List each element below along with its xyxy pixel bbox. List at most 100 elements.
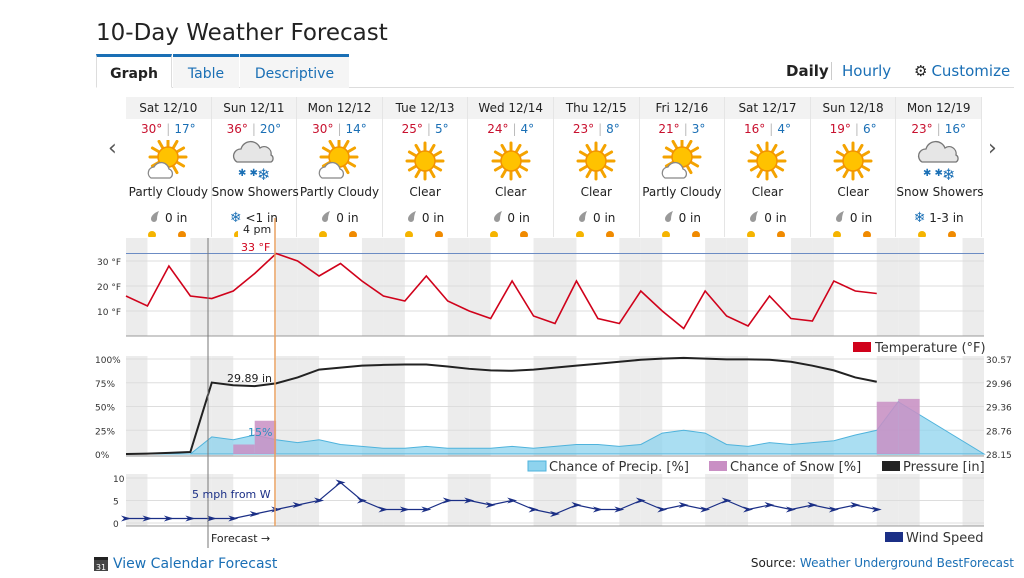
high-temp: 30°: [312, 122, 334, 136]
low-temp: 3°: [691, 122, 706, 136]
wind-direction-arrow: [571, 502, 582, 508]
snow-bar: [876, 401, 899, 454]
condition-label: Snow Showers: [211, 185, 299, 199]
snowflake-icon: ❄: [229, 210, 242, 226]
snow-icon: ✱ ✱ ❄: [896, 139, 981, 183]
precip-amount: ❄ 1-3 in: [896, 207, 981, 229]
day-temps: 24° | 4°: [487, 122, 535, 136]
condition-label: Partly Cloudy: [128, 185, 208, 199]
temp-tick-label: 10 °F: [97, 308, 121, 318]
wind-direction-arrow: [614, 506, 625, 513]
chevron-right-icon[interactable]: ›: [988, 136, 997, 161]
clear-icon: [383, 139, 468, 183]
precip-amount: 0 in: [383, 207, 468, 229]
wind-direction-arrow: [464, 497, 475, 504]
precip-amount: 0 in: [126, 207, 211, 229]
precip-value: 0 in: [593, 211, 616, 225]
low-temp: 6°: [862, 122, 877, 136]
snow-icon: ✱ ✱ ❄: [212, 139, 297, 183]
day-name: Tue 12/13: [382, 97, 468, 119]
chevron-left-icon[interactable]: ‹: [108, 136, 117, 161]
low-temp: 4°: [520, 122, 535, 136]
tab-table[interactable]: Table: [173, 54, 239, 88]
day-column: Mon 12/12 30° | 14° Partly Cloudy 0 in: [297, 97, 383, 237]
raindrop-icon: [748, 211, 760, 225]
cursor-wind-label: 5 mph from W: [192, 488, 271, 501]
daily-mode[interactable]: Daily: [786, 62, 829, 80]
svg-text:❄: ❄: [942, 165, 955, 182]
cursor-temp-label: 33 °F: [241, 241, 270, 254]
calendar-icon: 31: [94, 557, 108, 572]
wind-direction-arrow: [378, 506, 389, 513]
night-band: [126, 238, 148, 336]
day-name: Mon 12/19: [896, 97, 981, 119]
temperature-legend-label: Temperature (°F): [874, 341, 986, 356]
wind-direction-arrow: [807, 502, 818, 508]
cursor-precip-label: 15%: [248, 426, 272, 439]
sun-moon-indicator: [383, 229, 468, 237]
high-temp: 30°: [140, 122, 163, 136]
night-band: [705, 238, 727, 336]
day-column: Wed 12/14 24° | 4° Clear 0 in: [468, 97, 554, 237]
wind-direction-arrow: [399, 506, 410, 513]
condition-label: Partly Cloudy: [299, 185, 380, 199]
sun-moon-indicator: [126, 229, 211, 237]
calendar-link-label: View Calendar Forecast: [113, 556, 278, 572]
day-column: Sat 12/10 30° | 17° Partly Cloudy 0 in: [126, 97, 212, 237]
day-temps: 19° | 6°: [829, 122, 877, 136]
customize-link[interactable]: ⚙ Customize: [914, 54, 1010, 88]
night-band: [619, 238, 641, 336]
low-temp: 5°: [434, 122, 449, 136]
pressure-line: [125, 356, 877, 455]
clear-icon: [554, 139, 639, 183]
sun-moon-indicator: [297, 229, 382, 237]
precip-value: 0 in: [336, 211, 359, 225]
condition-label: Partly Cloudy: [642, 185, 722, 199]
high-temp: 21°: [658, 122, 680, 136]
day-name: Fri 12/16: [639, 97, 725, 119]
source-prefix: Source:: [750, 556, 800, 570]
snow-legend-swatch: [709, 461, 727, 471]
condition-label: Clear: [837, 185, 869, 199]
wind-direction-arrow: [356, 497, 367, 504]
snow-bar: [254, 420, 277, 454]
hourly-mode-link[interactable]: Hourly: [842, 62, 892, 80]
precip-legend-swatch: [527, 460, 547, 472]
partly-cloudy-icon: [640, 139, 725, 183]
pressure-legend-swatch: [882, 461, 900, 471]
precip-tick-label: 75%: [95, 380, 115, 390]
source-credit: Source: Weather Underground BestForecast: [751, 556, 1014, 570]
view-calendar-link[interactable]: 31 View Calendar Forecast: [94, 556, 277, 572]
wind-tick-label: 5: [113, 498, 119, 508]
clear-icon: [468, 139, 553, 183]
temp-tick-label: 20 °F: [97, 283, 121, 293]
wind-legend-swatch: [885, 532, 903, 542]
low-temp: 8°: [606, 122, 620, 136]
precip-value: 0 in: [421, 211, 445, 225]
wind-direction-arrow: [635, 497, 646, 504]
precip-amount: 0 in: [297, 207, 382, 229]
condition-label: Clear: [751, 185, 784, 199]
wind-direction-arrow: [721, 497, 732, 504]
condition-label: Snow Showers: [896, 185, 984, 199]
precip-amount: 0 in: [554, 207, 639, 229]
high-temp: 25°: [401, 122, 423, 136]
tab-descriptive[interactable]: Descriptive: [240, 54, 349, 88]
wind-direction-arrow: [249, 511, 260, 517]
wind-direction-arrow: [850, 502, 861, 508]
tab-graph[interactable]: Graph: [96, 54, 172, 88]
partly-cloudy-icon: [297, 139, 382, 183]
day-column: Sat 12/17 16° | 4° Clear 0 in: [725, 97, 811, 237]
wind-direction-arrow: [421, 506, 432, 513]
partly-cloudy-icon: [126, 139, 211, 183]
pressure-tick-label: 28.15: [986, 451, 1012, 461]
wind-direction-arrow: [121, 515, 131, 522]
high-temp: 36°: [226, 122, 248, 136]
wind-direction-arrow: [271, 506, 282, 513]
precip-tick-label: 25%: [95, 427, 115, 437]
condition-label: Clear: [580, 185, 612, 199]
precip-legend-label: Chance of Precip. [%]: [549, 460, 689, 475]
day-name: Sat 12/10: [126, 97, 211, 119]
raindrop-icon: [577, 211, 589, 225]
source-link[interactable]: Weather Underground BestForecast: [799, 556, 1014, 570]
